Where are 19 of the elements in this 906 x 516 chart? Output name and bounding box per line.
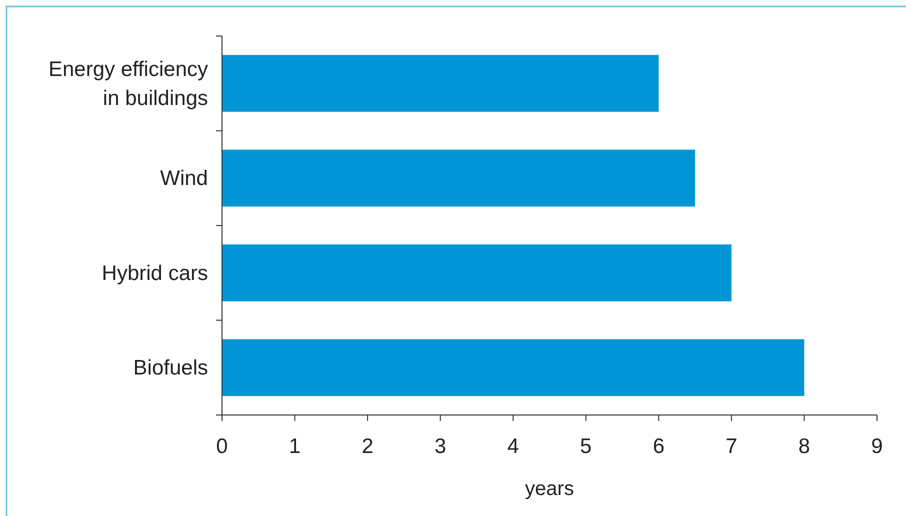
x-tick-label: 6 — [652, 435, 665, 458]
x-tick-label: 4 — [507, 435, 520, 458]
x-tick-label: 2 — [362, 435, 374, 458]
bar — [222, 339, 804, 396]
x-tick-label: 7 — [726, 435, 738, 458]
x-tick-label: 9 — [871, 435, 883, 458]
x-tick-label: 1 — [288, 435, 301, 458]
y-tick-label: Wind — [160, 167, 208, 190]
x-axis-title: years — [525, 478, 574, 500]
x-tick-label: 3 — [434, 435, 446, 458]
x-tick-label: 0 — [216, 435, 228, 458]
bar — [222, 150, 696, 207]
bar — [222, 54, 659, 112]
x-tick-label: 5 — [580, 435, 592, 458]
y-tick-label: Energy efficiency in buildings — [48, 58, 208, 110]
y-tick-label: Biofuels — [133, 356, 208, 380]
bar — [222, 244, 732, 302]
x-tick-label: 8 — [798, 435, 810, 458]
y-tick-label: Hybrid cars — [102, 262, 208, 285]
